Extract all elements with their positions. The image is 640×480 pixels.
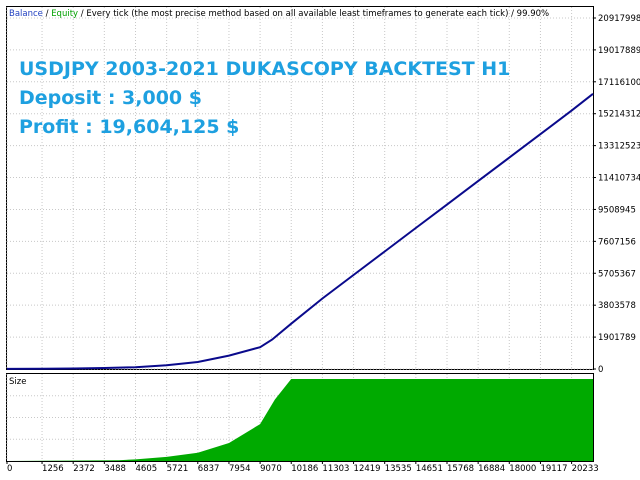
y-tick-label: 0: [598, 365, 603, 375]
overlay-deposit: Deposit : 3,000 $: [19, 87, 202, 109]
x-tick-label: 15768: [447, 464, 474, 474]
main-grid: [6, 7, 593, 370]
balance-line: [6, 93, 594, 370]
header-separator: /: [43, 9, 51, 19]
x-tick-label: 10186: [291, 464, 318, 474]
x-tick-label: 7954: [229, 464, 251, 474]
x-axis-ticks: 0 1256 2372 3488 4605 5721 6837 7954 9070 10186 11…: [6, 461, 599, 474]
y-tick-label: 13312523: [598, 142, 640, 152]
header-separator: /: [508, 9, 516, 19]
header-separator: /: [78, 9, 86, 19]
x-tick-label: 16884: [478, 464, 505, 474]
x-tick-label: 20233: [572, 464, 599, 474]
y-tick-label: 1901789: [598, 333, 636, 343]
y-tick-label: 11410734: [598, 174, 640, 184]
x-tick-label: 4605: [136, 464, 158, 474]
y-tick-label: 19017889: [598, 46, 640, 56]
x-tick-label: 14651: [416, 464, 443, 474]
balance-legend-label: Balance: [9, 9, 43, 19]
y-tick-label: 3803578: [598, 301, 636, 311]
y-tick-label: 9508945: [598, 205, 636, 215]
size-panel-label: Size: [9, 377, 26, 387]
x-tick-label: 13535: [385, 464, 412, 474]
x-tick-label: 6837: [198, 464, 220, 474]
y-tick-label: 17116100: [598, 78, 640, 88]
model-description: Every tick (the most precise method base…: [86, 9, 508, 19]
x-tick-label: 11303: [322, 464, 349, 474]
overlay-title: USDJPY 2003-2021 DUKASCOPY BACKTEST H1: [19, 58, 510, 80]
y-axis-ticks: 0 1901789 3803578 5705367 7607156 9508945 1141…: [593, 14, 640, 375]
y-tick-label: 20917998: [598, 14, 640, 24]
x-tick-label: 19117: [540, 464, 567, 474]
x-tick-label: 3488: [104, 464, 126, 474]
chart-header: Balance / Equity / Every tick (the most …: [9, 9, 549, 19]
y-tick-label: 15214312: [598, 110, 640, 120]
modelling-quality: 99.90%: [517, 9, 549, 19]
x-tick-label: 2372: [73, 464, 95, 474]
x-tick-label: 0: [7, 464, 12, 474]
overlay-profit: Profit : 19,604,125 $: [19, 116, 239, 138]
x-tick-label: 9070: [260, 464, 282, 474]
x-tick-label: 5721: [167, 464, 189, 474]
x-tick-label: 18000: [509, 464, 536, 474]
y-tick-label: 5705367: [598, 269, 636, 279]
y-tick-label: 7607156: [598, 237, 636, 247]
equity-legend-label: Equity: [51, 9, 78, 19]
size-area: [7, 379, 593, 461]
x-tick-label: 1256: [42, 464, 64, 474]
x-tick-label: 12419: [354, 464, 381, 474]
